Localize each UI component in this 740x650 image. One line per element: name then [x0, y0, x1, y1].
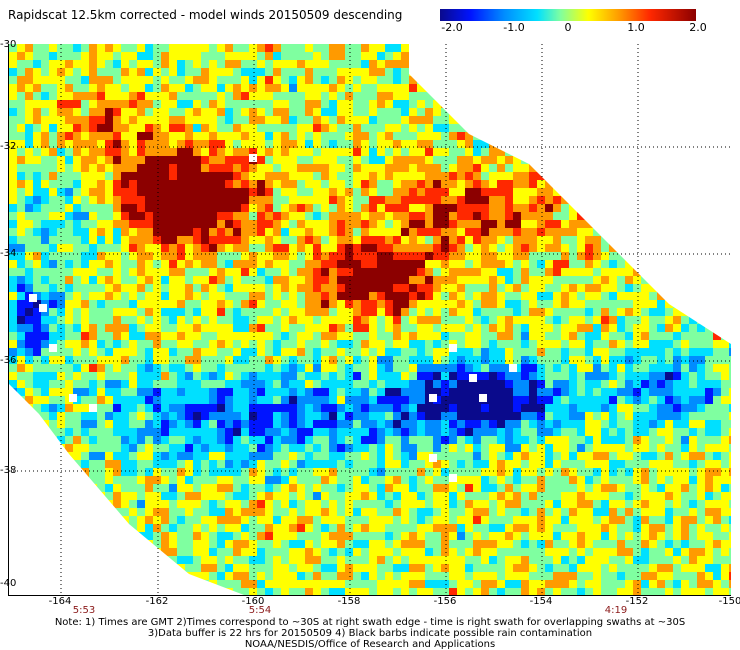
lat-label: -38 [0, 465, 17, 476]
lon-label: -152 [625, 596, 649, 607]
colorbar-tick: 0 [564, 21, 572, 34]
lon-label: -158 [337, 596, 361, 607]
lat-label: -40 [0, 578, 17, 589]
colorbar [440, 9, 696, 21]
colorbar-tick: -2.0 [441, 21, 463, 34]
lat-label: -32 [0, 141, 17, 152]
lon-label: -160 [241, 596, 265, 607]
note-line: Note: 1) Times are GMT 2)Times correspon… [54, 617, 686, 628]
wind-difference-map [8, 44, 731, 596]
colorbar-tick: 1.0 [627, 21, 645, 34]
swath-time: 4:19 [604, 605, 628, 616]
lon-label: -162 [145, 596, 169, 607]
lon-label: -150 [718, 596, 740, 607]
note-line: 3)Data buffer is 22 hrs for 20150509 4) … [147, 628, 593, 639]
lon-label: -156 [433, 596, 457, 607]
lat-label: -30 [0, 39, 17, 50]
swath-time: 5:54 [248, 605, 272, 616]
colorbar-tick: -1.0 [503, 21, 525, 34]
lat-label: -36 [0, 355, 17, 366]
swath-time: 5:53 [72, 605, 96, 616]
colorbar-tick: 2.0 [689, 21, 707, 34]
lon-label: -154 [529, 596, 553, 607]
lat-label: -34 [0, 248, 17, 259]
lon-label: -164 [48, 596, 72, 607]
note-line: NOAA/NESDIS/Office of Research and Appli… [244, 639, 496, 650]
map-title: Rapidscat 12.5km corrected - model winds… [8, 8, 403, 22]
